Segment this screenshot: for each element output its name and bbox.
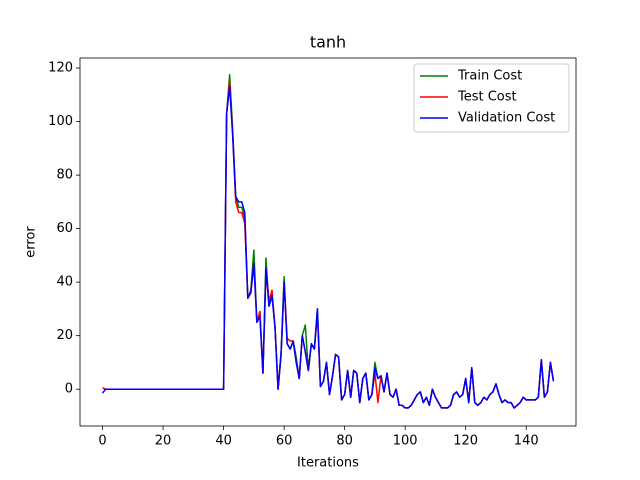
legend-label: Validation Cost [458, 111, 555, 126]
x-tick-label: 20 [155, 434, 172, 449]
x-tick-label: 60 [276, 434, 293, 449]
plot-frame [79, 57, 577, 427]
legend-label: Train Cost [457, 69, 522, 84]
y-axis-label: error [24, 226, 39, 258]
x-tick-label: 80 [336, 434, 353, 449]
x-tick-label: 0 [98, 434, 106, 449]
y-tick-label: 80 [56, 168, 73, 183]
x-tick-label: 120 [453, 434, 478, 449]
y-tick-label: 0 [65, 382, 73, 397]
y-tick-label: 40 [56, 275, 73, 290]
y-tick-label: 60 [56, 221, 73, 236]
legend-label: Test Cost [457, 90, 517, 105]
x-axis-label: Iterations [297, 456, 359, 471]
x-tick-label: 100 [393, 434, 418, 449]
chart-title: tanh [310, 33, 346, 52]
x-tick-label: 40 [215, 434, 232, 449]
x-tick-label: 140 [514, 434, 539, 449]
y-tick-label: 20 [56, 328, 73, 343]
y-tick-label: 120 [48, 61, 73, 76]
y-tick-label: 100 [48, 114, 73, 129]
data-line [101, 86, 555, 409]
legend-box [413, 63, 570, 133]
